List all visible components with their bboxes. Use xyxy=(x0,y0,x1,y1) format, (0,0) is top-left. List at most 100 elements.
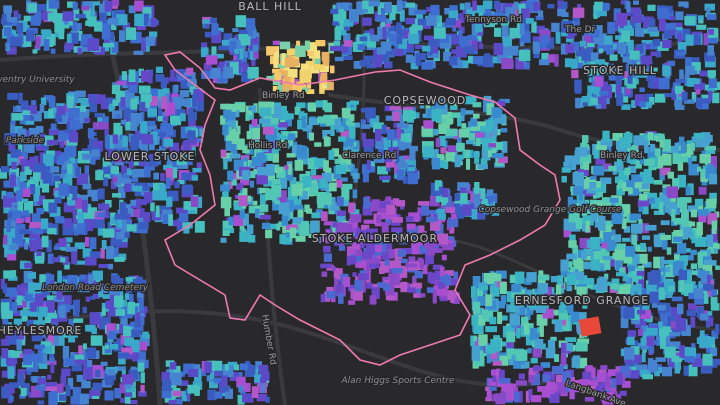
building xyxy=(536,296,548,307)
building xyxy=(459,3,465,10)
building xyxy=(43,95,54,100)
building xyxy=(66,121,73,134)
building xyxy=(126,385,135,392)
building xyxy=(675,261,685,269)
building xyxy=(687,347,697,359)
building xyxy=(35,125,44,133)
building xyxy=(67,163,73,177)
building xyxy=(678,1,689,7)
building xyxy=(696,24,707,30)
building xyxy=(399,138,406,151)
building xyxy=(106,369,116,376)
building xyxy=(26,370,32,375)
building xyxy=(643,168,652,181)
building xyxy=(166,383,177,389)
building xyxy=(62,222,74,236)
building xyxy=(278,190,287,203)
building xyxy=(581,96,593,103)
building xyxy=(554,54,559,67)
building xyxy=(148,138,155,151)
building xyxy=(223,109,232,119)
building xyxy=(221,39,232,48)
building xyxy=(92,283,104,290)
building xyxy=(704,259,712,264)
building xyxy=(248,36,259,49)
building xyxy=(309,220,319,234)
building xyxy=(151,190,161,201)
building xyxy=(47,12,57,22)
building xyxy=(577,338,590,344)
building xyxy=(4,133,17,145)
building xyxy=(637,292,642,305)
building xyxy=(114,257,125,262)
building xyxy=(130,143,138,153)
building xyxy=(386,204,395,215)
building xyxy=(374,234,384,240)
building xyxy=(521,364,528,369)
building xyxy=(538,10,544,17)
building xyxy=(170,372,182,386)
building xyxy=(138,222,149,230)
building xyxy=(620,0,628,5)
building xyxy=(674,22,683,30)
building xyxy=(5,42,11,52)
building xyxy=(333,40,341,46)
building xyxy=(336,2,348,11)
building xyxy=(473,323,484,335)
building xyxy=(29,240,38,252)
building xyxy=(439,155,445,168)
building xyxy=(489,287,500,297)
building xyxy=(421,61,433,70)
building xyxy=(39,104,45,113)
building xyxy=(451,49,460,55)
building xyxy=(631,144,638,155)
building xyxy=(643,16,650,29)
building xyxy=(631,64,640,73)
building xyxy=(1,370,13,378)
building xyxy=(656,282,668,290)
building xyxy=(561,1,568,9)
building xyxy=(49,357,55,363)
building xyxy=(462,110,474,115)
building xyxy=(671,296,683,302)
building xyxy=(412,282,423,289)
building xyxy=(648,341,655,354)
building xyxy=(578,312,587,321)
building xyxy=(375,245,383,253)
building xyxy=(120,174,130,182)
building xyxy=(419,245,430,254)
building xyxy=(647,358,654,369)
building xyxy=(330,65,335,74)
building xyxy=(187,130,196,140)
building xyxy=(110,239,123,247)
building xyxy=(141,41,147,52)
building xyxy=(57,111,69,124)
building xyxy=(331,148,339,157)
building xyxy=(187,384,196,394)
building xyxy=(216,70,228,83)
building xyxy=(302,176,312,188)
building xyxy=(77,47,89,52)
building xyxy=(486,119,492,132)
building xyxy=(615,372,623,385)
building xyxy=(602,130,610,142)
building xyxy=(550,390,560,403)
building xyxy=(326,232,339,244)
building xyxy=(153,182,165,196)
building xyxy=(490,338,502,352)
building xyxy=(211,30,222,44)
building xyxy=(539,324,544,337)
building xyxy=(693,132,704,138)
building xyxy=(14,181,22,194)
building xyxy=(19,353,24,359)
building xyxy=(352,189,358,199)
building xyxy=(586,278,595,285)
building xyxy=(64,262,70,270)
building xyxy=(642,44,655,50)
building xyxy=(538,59,550,66)
building xyxy=(183,201,192,210)
building xyxy=(210,366,215,380)
building xyxy=(263,126,274,135)
building xyxy=(384,62,390,68)
building xyxy=(380,212,387,219)
